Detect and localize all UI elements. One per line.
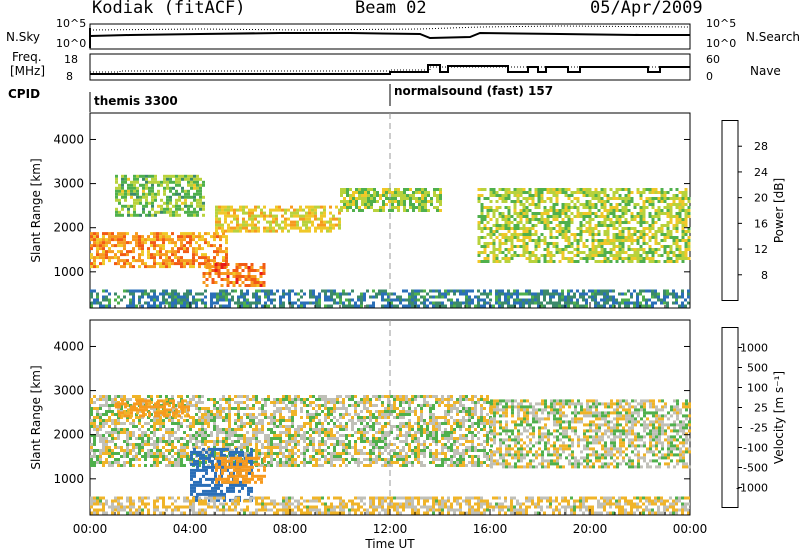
velocity-ylabel: Slant Range [km] — [29, 365, 43, 469]
freq-label: Freq. — [12, 50, 42, 64]
nave-line — [90, 64, 690, 75]
power-cb-label-4: 24 — [754, 166, 768, 179]
cpid-mode-2: normalsound (fast) 157 — [394, 84, 554, 98]
search-tick-top: 10^5 — [706, 17, 737, 30]
power-ytick-label-1: 2000 — [53, 221, 84, 235]
power-cb-label-0: 8 — [761, 269, 768, 282]
power-region-1 — [215, 205, 341, 233]
nave-tick-bottom: 0 — [706, 70, 713, 83]
power-region-0 — [90, 232, 228, 269]
axes-layer: 1000 2000 3000 4000 Slant Range [km] 1000 2000… — [29, 132, 707, 551]
xtick-label-5: 20:00 — [573, 522, 608, 536]
freq-unit-label: [MHz] — [10, 64, 46, 78]
power-ytick-label-0: 1000 — [53, 265, 84, 279]
search-tick-bottom: 10^0 — [706, 37, 737, 50]
power-cb-label-1: 12 — [754, 243, 768, 256]
power-cb-label-5: 28 — [754, 140, 768, 153]
velocity-region-2 — [115, 399, 190, 418]
velocity-cb-label-1: 500 — [747, 362, 768, 375]
power-ytick-label-3: 4000 — [53, 132, 84, 146]
date-title: 05/Apr/2009 — [590, 0, 703, 18]
velocity-region-1 — [490, 399, 691, 469]
sky-noise-label: N.Sky — [6, 30, 41, 44]
velocity-cb-label-5: -100 — [743, 442, 768, 455]
velocity-region-4 — [215, 456, 266, 484]
velocity-cb-label-2: 100 — [747, 382, 768, 395]
power-cb-label-3: 20 — [754, 192, 768, 205]
power-cb-label-2: 16 — [754, 217, 768, 230]
freq-line — [90, 66, 690, 73]
xtick-label-6: 00:00 — [673, 522, 708, 536]
search-noise-line — [89, 25, 691, 31]
power-data-layer — [90, 174, 691, 308]
velocity-cb-label-3: 25 — [754, 402, 768, 415]
velocity-cb-label-4: -25 — [750, 422, 768, 435]
sky-noise-line — [89, 31, 690, 40]
power-colorbar-title: Power [dB] — [772, 178, 786, 243]
velocity-colorbar-title: Velocity [m s⁻¹] — [772, 371, 786, 464]
nave-label: Nave — [750, 64, 781, 78]
velocity-ytick-label-3: 4000 — [53, 339, 84, 353]
velocity-cb-label-7: -1000 — [736, 482, 768, 495]
power-region-4 — [340, 188, 442, 212]
power-region-5 — [477, 188, 691, 263]
freq-tick-top: 18 — [64, 53, 78, 66]
power-colorbar-frame — [721, 120, 739, 301]
power-region-6 — [90, 289, 690, 308]
xtick-label-2: 08:00 — [273, 522, 308, 536]
nave-tick-top: 60 — [706, 53, 720, 66]
sky-tick-top: 10^5 — [56, 17, 87, 30]
xtick-label-4: 16:00 — [473, 522, 508, 536]
velocity-ytick-label-0: 1000 — [53, 472, 84, 486]
velocity-ytick-label-2: 3000 — [53, 384, 84, 398]
power-region-2 — [202, 263, 266, 287]
xtick-label-0: 00:00 — [73, 522, 108, 536]
velocity-cb-label-0: 1000 — [740, 342, 768, 355]
power-ylabel: Slant Range [km] — [29, 158, 43, 262]
freq-tick-bottom: 8 — [66, 70, 73, 83]
velocity-cb-label-6: -500 — [743, 462, 768, 475]
station-title: Kodiak (fitACF) — [92, 0, 246, 18]
power-region-3 — [115, 174, 205, 217]
cpid-label: CPID — [8, 87, 41, 101]
velocity-data-layer — [90, 395, 691, 515]
xlabel: Time UT — [364, 537, 415, 551]
cpid-mode-1: themis 3300 — [94, 94, 178, 108]
power-ytick-label-2: 3000 — [53, 177, 84, 191]
xtick-label-1: 04:00 — [173, 522, 208, 536]
sky-tick-bottom: 10^0 — [56, 37, 87, 50]
velocity-ytick-label-1: 2000 — [53, 428, 84, 442]
velocity-region-0 — [90, 395, 492, 467]
search-noise-label: N.Search — [746, 30, 800, 44]
beam-title: Beam 02 — [355, 0, 427, 18]
xtick-label-3: 12:00 — [373, 522, 408, 536]
sky-noise-frame — [89, 23, 691, 50]
velocity-colorbar-frame — [721, 327, 739, 508]
colorbars-layer: 8 12 16 20 24 28 Power [dB] 1000 500 100 25 -25 -100… — [721, 120, 786, 508]
